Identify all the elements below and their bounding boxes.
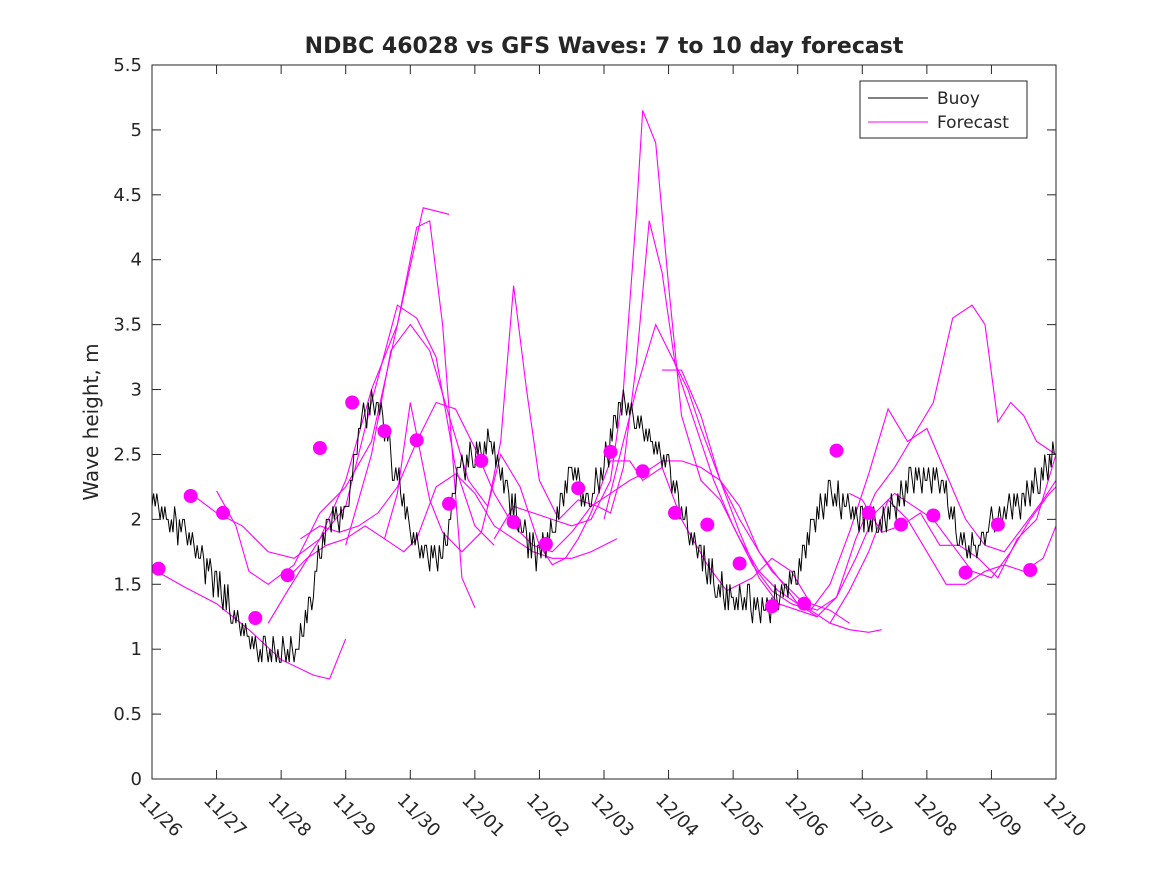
y-tick-label: 5.5 (113, 55, 142, 76)
forecast-marker (829, 443, 844, 458)
y-tick-label: 1 (131, 639, 142, 660)
forecast-marker (216, 505, 230, 520)
forecast-marker (764, 599, 779, 614)
legend-box (859, 80, 1028, 139)
forecast-marker (732, 556, 747, 571)
forecast-marker (409, 433, 424, 448)
marker-layer (151, 395, 1038, 625)
forecast-marker (312, 441, 327, 455)
forecast-marker (700, 517, 715, 532)
y-tick-label: 4 (131, 250, 142, 271)
buoy-line (151, 389, 1056, 663)
legend-label-forecast: Forecast (937, 113, 1009, 133)
forecast-line-9 (493, 110, 1057, 611)
forecast-line-7 (383, 402, 850, 624)
y-tick-label: 2.5 (113, 444, 142, 465)
forecast-marker (151, 561, 166, 576)
forecast-marker (926, 508, 941, 523)
forecast-marker (990, 517, 1005, 532)
forecast-marker (345, 395, 360, 410)
legend: Buoy Forecast (859, 80, 1028, 139)
series-layer (151, 110, 1057, 680)
forecast-marker (635, 464, 650, 479)
forecast-marker (183, 489, 198, 503)
forecast-line-11 (662, 304, 1057, 618)
y-tick-label: 0.5 (113, 704, 142, 725)
forecast-line-5 (280, 473, 618, 579)
forecast-marker (668, 505, 682, 520)
forecast-marker (894, 517, 908, 532)
plot-area (152, 65, 1056, 779)
forecast-marker (958, 565, 973, 580)
chart-title: NDBC 46028 vs GFS Waves: 7 to 10 day for… (305, 34, 904, 59)
forecast-line-13 (849, 454, 1057, 579)
y-tick-label: 3 (131, 380, 142, 401)
forecast-marker (1023, 563, 1038, 577)
forecast-marker (377, 424, 392, 439)
forecast-marker (861, 505, 876, 520)
y-tick-label: 4.5 (113, 185, 142, 206)
y-tick-label: 2 (131, 509, 142, 530)
y-tick-label: 1.5 (113, 574, 142, 595)
forecast-marker (506, 515, 521, 529)
forecast-line-1 (151, 568, 347, 680)
forecast-marker (538, 537, 553, 551)
forecast-marker (474, 453, 489, 468)
forecast-marker (603, 444, 618, 459)
forecast-line-4 (267, 304, 495, 624)
y-tick-label: 3.5 (113, 315, 142, 336)
y-axis-label: Wave height, m (79, 343, 103, 500)
legend-label-buoy: Buoy (937, 89, 980, 109)
forecast-marker (571, 481, 586, 496)
forecast-marker (248, 611, 263, 625)
forecast-line-3 (216, 219, 476, 608)
y-tick-label: 5 (131, 120, 142, 141)
forecast-marker (280, 568, 295, 583)
y-tick-label: 0 (131, 769, 142, 790)
forecast-marker (797, 596, 812, 611)
forecast-marker (442, 496, 456, 511)
